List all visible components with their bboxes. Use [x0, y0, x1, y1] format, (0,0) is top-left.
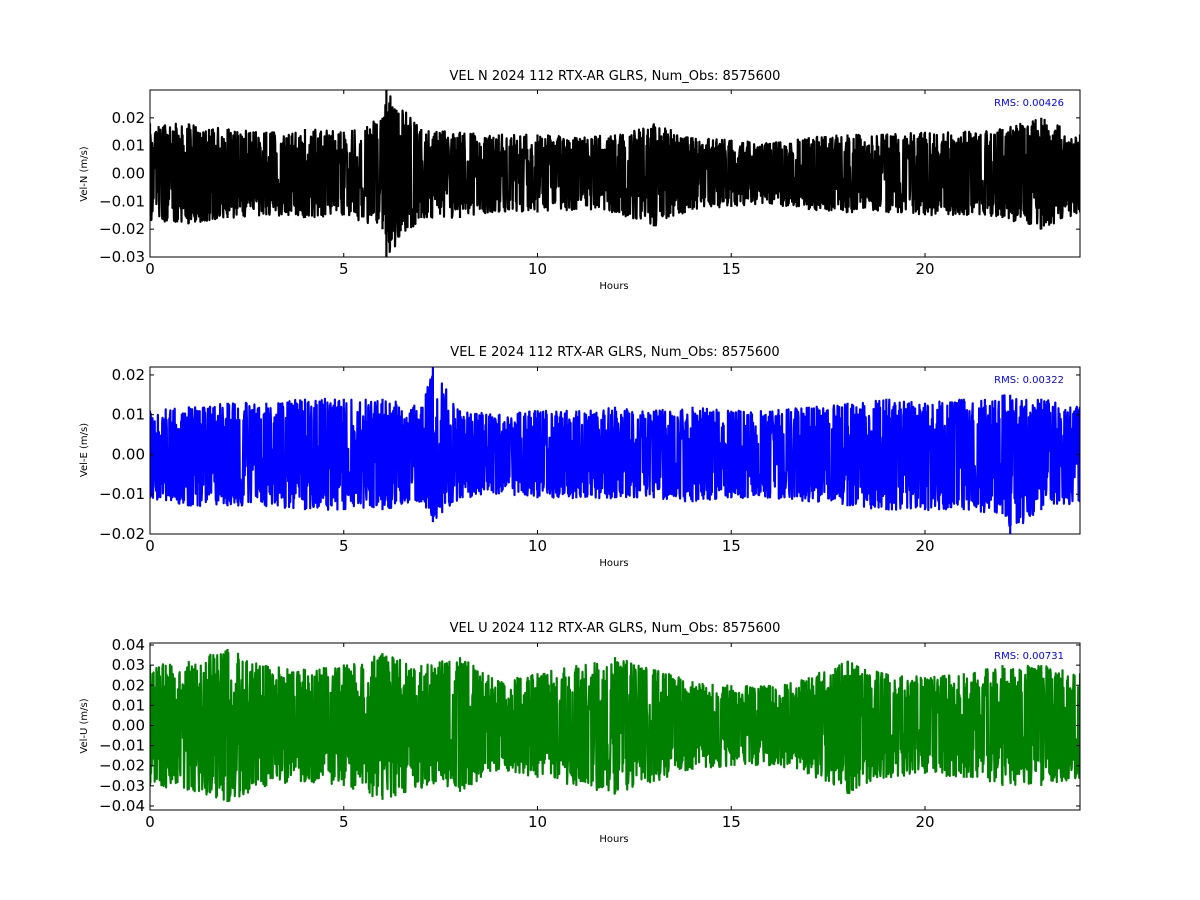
vel-e-y-label: Vel-E (m/s) [79, 423, 90, 477]
vel-n-title: VEL N 2024 112 RTX-AR GLRS, Num_Obs: 857… [450, 69, 781, 84]
vel-e-x-tick-label: 15 [722, 537, 741, 555]
panel-vel-u: −0.04 −0.03 −0.02 −0.01 0.00 0.01 0.02 0.03 0.04… [79, 621, 1081, 845]
vel-n-trace [150, 90, 1080, 257]
vel-e-series-line [150, 367, 1080, 534]
vel-e-rms-annotation: RMS: 0.00322 [994, 375, 1064, 386]
vel-u-x-tick-label: 10 [528, 813, 547, 831]
vel-u-x-tick-label: 0 [145, 813, 155, 831]
vel-n-y-tick-label: −0.02 [99, 220, 145, 238]
vel-u-axes-frame [149, 642, 1081, 811]
vel-u-x-tick-label: 5 [339, 813, 349, 831]
vel-u-y-tick-label: 0.04 [112, 636, 145, 654]
vel-e-title: VEL E 2024 112 RTX-AR GLRS, Num_Obs: 857… [450, 345, 779, 360]
vel-u-y-tick-label: −0.03 [99, 777, 145, 795]
vel-e-y-tick-label: 0.00 [112, 445, 145, 463]
vel-u-y-tick-label: 0.03 [112, 656, 145, 674]
vel-u-y-tick-label: 0.02 [112, 676, 145, 694]
vel-u-y-tick-label: −0.01 [99, 737, 145, 755]
vel-e-trace [150, 367, 1080, 534]
vel-e-y-tick-label: −0.01 [99, 485, 145, 503]
vel-u-x-ticks: 0 5 10 15 20 [145, 643, 935, 831]
vel-u-x-tick-label: 15 [722, 813, 741, 831]
vel-e-x-tick-label: 0 [145, 537, 155, 555]
vel-u-x-tick-label: 20 [915, 813, 934, 831]
vel-n-y-tick-label: −0.01 [99, 192, 145, 210]
vel-u-y-tick-label: 0.00 [112, 716, 145, 734]
vel-n-x-tick-label: 10 [528, 260, 547, 278]
vel-u-x-label: Hours [599, 834, 628, 845]
vel-u-y-tick-label: −0.04 [99, 797, 145, 815]
vel-n-y-tick-label: 0.00 [112, 165, 145, 183]
vel-e-x-tick-label: 20 [915, 537, 934, 555]
vel-u-title: VEL U 2024 112 RTX-AR GLRS, Num_Obs: 857… [450, 621, 781, 636]
vel-u-rms-annotation: RMS: 0.00731 [994, 651, 1064, 662]
vel-u-y-ticks: −0.04 −0.03 −0.02 −0.01 0.00 0.01 0.02 0.03 0.04 [99, 636, 1080, 815]
vel-e-x-tick-label: 5 [339, 537, 349, 555]
vel-n-x-tick-label: 0 [145, 260, 155, 278]
vel-n-series-line [150, 90, 1080, 257]
vel-n-y-label: Vel-N (m/s) [79, 146, 90, 201]
vel-n-y-tick-label: 0.01 [112, 137, 145, 155]
vel-u-series-line [150, 649, 1080, 802]
vel-n-rms-annotation: RMS: 0.00426 [994, 98, 1064, 109]
vel-u-y-tick-label: −0.02 [99, 757, 145, 775]
vel-u-y-label: Vel-U (m/s) [79, 698, 90, 753]
vel-e-x-label: Hours [599, 558, 628, 569]
vel-n-y-tick-label: −0.03 [99, 248, 145, 266]
vel-n-x-ticks: 0 5 10 15 20 [145, 90, 935, 278]
vel-n-y-tick-label: 0.02 [112, 109, 145, 127]
vel-n-x-label: Hours [599, 281, 628, 292]
vel-e-axes-frame [149, 366, 1081, 535]
vel-e-x-tick-label: 10 [528, 537, 547, 555]
vel-u-y-tick-label: 0.01 [112, 696, 145, 714]
panel-vel-e: −0.02 −0.01 0.00 0.01 0.02 0 5 10 15 20 VEL E 20… [79, 345, 1081, 569]
vel-n-x-tick-label: 5 [339, 260, 349, 278]
vel-e-y-ticks: −0.02 −0.01 0.00 0.01 0.02 [99, 366, 1080, 543]
vel-e-y-tick-label: −0.02 [99, 525, 145, 543]
vel-e-y-tick-label: 0.02 [112, 366, 145, 384]
vel-n-x-tick-label: 15 [722, 260, 741, 278]
vel-e-x-ticks: 0 5 10 15 20 [145, 367, 935, 555]
vel-u-trace [150, 649, 1080, 802]
vel-n-y-ticks: −0.03 −0.02 −0.01 0.00 0.01 0.02 [99, 109, 1080, 266]
panel-vel-n: −0.03 −0.02 −0.01 0.00 0.01 0.02 0 5 10 15 20 VEL… [79, 69, 1081, 292]
vel-e-y-tick-label: 0.01 [112, 406, 145, 424]
vel-n-x-tick-label: 20 [915, 260, 934, 278]
